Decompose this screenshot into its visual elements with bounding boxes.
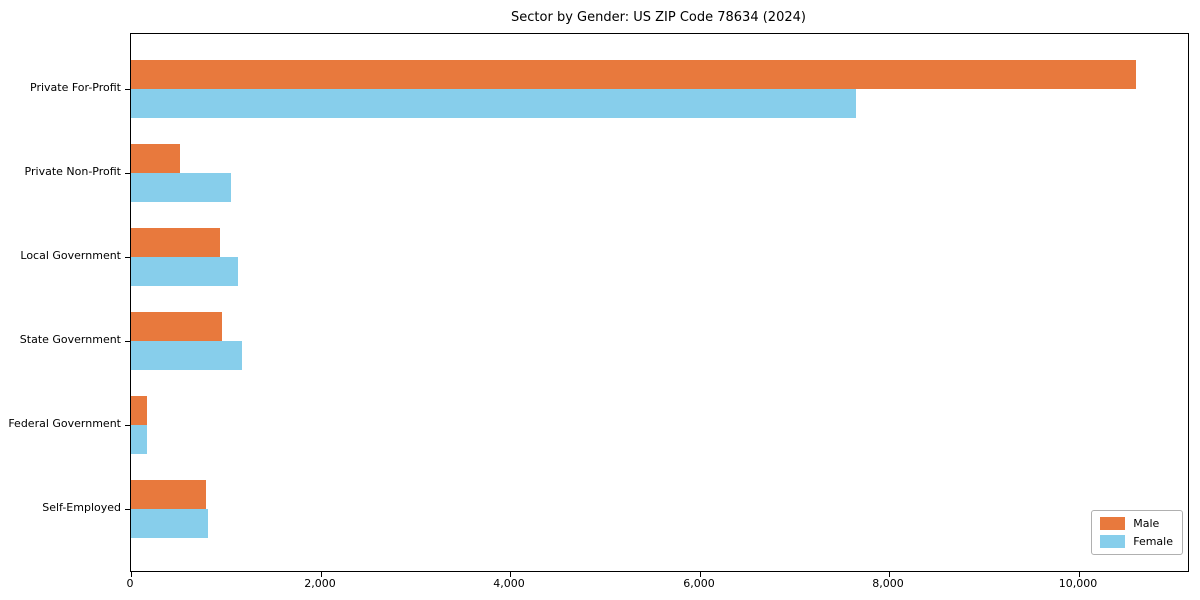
legend: Male Female (1091, 510, 1183, 555)
y-tick-label-federal-government: Federal Government (8, 417, 121, 430)
chart-title: Sector by Gender: US ZIP Code 78634 (202… (511, 10, 806, 25)
y-tick-label-state-government: State Government (19, 333, 121, 346)
legend-entry-male: Male (1100, 517, 1173, 530)
bar-male-local-government (131, 228, 220, 257)
bar-female-private-non-profit (131, 173, 231, 202)
bar-female-state-government (131, 341, 242, 370)
y-tick-private-for-profit (125, 89, 130, 90)
x-tick-label-2000: 2,000 (304, 577, 336, 590)
bar-male-private-non-profit (131, 144, 180, 173)
legend-entry-female: Female (1100, 535, 1173, 548)
x-tick-label-6000: 6,000 (683, 577, 715, 590)
y-tick-label-private-for-profit: Private For-Profit (30, 81, 121, 94)
y-tick-state-government (125, 341, 130, 342)
x-tick-label-8000: 8,000 (872, 577, 904, 590)
legend-label-male: Male (1133, 517, 1160, 530)
y-tick-label-local-government: Local Government (20, 249, 121, 262)
female-series-swatch (1100, 535, 1126, 548)
legend-label-female: Female (1133, 535, 1173, 548)
x-tick-4000 (510, 572, 511, 577)
bar-male-self-employed (131, 480, 206, 509)
y-tick-label-private-non-profit: Private Non-Profit (24, 165, 121, 178)
x-tick-2000 (321, 572, 322, 577)
y-tick-self-employed (125, 509, 130, 510)
bar-male-private-for-profit (131, 60, 1136, 89)
bar-female-self-employed (131, 509, 208, 538)
x-tick-0 (131, 572, 132, 577)
bar-female-private-for-profit (131, 89, 856, 118)
x-tick-label-4000: 4,000 (493, 577, 525, 590)
male-series-swatch (1100, 517, 1126, 530)
x-tick-10000 (1079, 572, 1080, 577)
y-tick-local-government (125, 257, 130, 258)
x-tick-label-10000: 10,000 (1058, 577, 1098, 590)
bar-female-federal-government (131, 425, 147, 454)
y-tick-private-non-profit (125, 173, 130, 174)
bar-male-federal-government (131, 396, 147, 425)
x-tick-6000 (700, 572, 701, 577)
bar-male-state-government (131, 312, 222, 341)
bar-female-local-government (131, 257, 238, 286)
y-tick-label-self-employed: Self-Employed (42, 501, 121, 514)
plot-area: Male Female (125, 33, 1189, 577)
y-tick-federal-government (125, 425, 130, 426)
x-tick-label-0: 0 (126, 577, 134, 590)
x-tick-8000 (889, 572, 890, 577)
